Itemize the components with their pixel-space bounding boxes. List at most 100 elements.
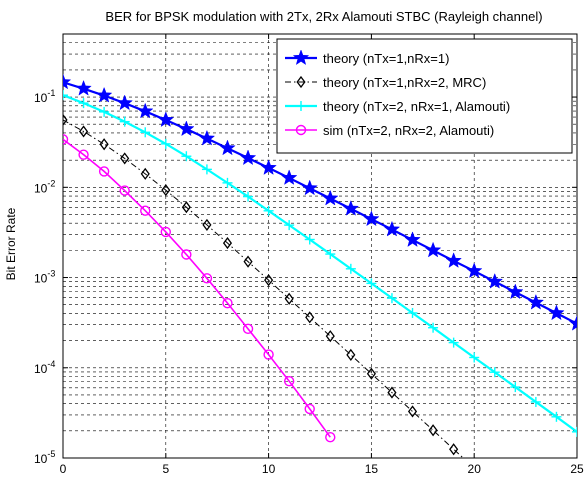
series-1-point <box>136 102 154 119</box>
legend-entry: theory (nTx=1,nRx=2, MRC) <box>285 75 486 90</box>
series-1-point <box>465 262 483 279</box>
y-axis-label: Bit Error Rate <box>4 207 18 280</box>
series-1-point <box>568 314 577 331</box>
series-2-point <box>305 311 315 324</box>
series-2-point <box>140 167 150 180</box>
series-1-point <box>260 159 277 175</box>
series-2-point <box>264 274 274 287</box>
series-1-point <box>342 200 360 216</box>
series-1-point <box>280 169 298 185</box>
legend-entry: sim (nTx=2, nRx=2, Alamouti) <box>285 123 494 138</box>
series-3-point <box>63 90 68 101</box>
series-3-point <box>345 263 356 274</box>
series-2-line <box>63 119 464 458</box>
series-4-point <box>181 249 192 260</box>
series-1-point <box>95 86 113 103</box>
series-3-point <box>181 151 192 162</box>
series-4-point <box>263 349 274 360</box>
y-tick-label: 10-5 <box>34 449 55 466</box>
series-4 <box>63 134 336 443</box>
series-1-point <box>301 179 319 196</box>
series-1-point <box>116 94 133 111</box>
series-2-point <box>99 138 109 151</box>
series-3-point <box>284 220 295 231</box>
series-3-point <box>551 411 562 422</box>
series-4-point <box>140 205 151 216</box>
series-1-point <box>219 139 236 156</box>
y-tick-label: 10-1 <box>34 88 55 105</box>
series-1-point <box>527 293 545 310</box>
plot-area: 0 5 10 15 20 25 10-1 10-2 10-3 10-4 10-5 <box>34 33 584 476</box>
series-2-point <box>78 125 89 138</box>
y-tick-label: 10-2 <box>34 178 55 195</box>
series-3-point <box>386 293 397 304</box>
series-3-point <box>572 426 577 437</box>
y-tick-label: 10-4 <box>34 359 55 376</box>
y-tick-label: 10-3 <box>34 269 55 286</box>
series-4-point <box>242 323 254 335</box>
legend-marker <box>295 124 307 136</box>
legend-label: sim (nTx=2, nRx=2, Alamouti) <box>323 123 494 138</box>
series-3-point <box>160 138 171 149</box>
legend-entry: theory (nTx=1,nRx=1) <box>285 49 449 66</box>
series-3-point <box>222 177 233 188</box>
series-4-point <box>304 403 315 415</box>
series-3-point <box>325 249 336 260</box>
x-tick-label: 0 <box>60 462 67 474</box>
series-2-point <box>387 386 397 399</box>
series-1 <box>63 73 577 331</box>
series-2-point <box>181 201 191 214</box>
legend-marker <box>296 75 306 89</box>
series-2-point <box>222 236 233 250</box>
series-2-point <box>243 255 253 268</box>
series-3-point <box>407 307 418 318</box>
series-1-point <box>178 120 195 137</box>
series-3-point <box>530 396 541 407</box>
series-4-point <box>283 375 295 387</box>
series-4-point <box>160 226 172 238</box>
x-tick-label: 5 <box>162 462 169 474</box>
series-1-point <box>424 241 442 258</box>
x-tick-label: 20 <box>468 462 482 474</box>
series-3-point <box>469 352 480 363</box>
series-1-point <box>157 111 175 128</box>
series-2-point <box>120 152 130 165</box>
series-2 <box>63 113 464 458</box>
series-2-point <box>284 292 294 305</box>
series-4-point <box>98 166 110 177</box>
series-4-point <box>119 185 130 196</box>
series-2-point <box>346 348 356 361</box>
series-2-point <box>407 405 418 418</box>
legend-box <box>276 38 573 154</box>
series-1-point <box>486 272 504 289</box>
series-3-point <box>366 278 377 289</box>
series-1-point <box>363 210 380 227</box>
series-2-point <box>428 424 438 437</box>
series-1-point <box>445 252 462 268</box>
series-3-point <box>510 382 521 393</box>
legend-entry: theory (nTx=2, nRx=1, Alamouti) <box>285 99 510 114</box>
series-4-point <box>78 149 89 160</box>
series-2-point <box>161 184 171 197</box>
series-3-point <box>489 367 500 378</box>
series-1-point <box>239 149 257 166</box>
series-3-point <box>99 106 110 117</box>
series-4-point <box>201 273 213 284</box>
series-3 <box>63 90 577 437</box>
series-3-point <box>140 127 151 138</box>
series-1-point <box>507 283 524 300</box>
legend-marker <box>292 49 310 66</box>
series-1-point <box>404 231 421 247</box>
legend-label: theory (nTx=1,nRx=1) <box>323 51 449 66</box>
legend-label: theory (nTx=1,nRx=2, MRC) <box>323 75 486 90</box>
series-3-line <box>63 94 577 433</box>
series-2-point <box>366 367 376 380</box>
chart-title: BER for BPSK modulation with 2Tx, 2Rx Al… <box>105 9 542 24</box>
x-tick-label: 10 <box>262 462 276 474</box>
series-2-point <box>449 443 459 456</box>
series-layer <box>63 73 577 458</box>
legend-marker <box>296 101 306 111</box>
series-4-point <box>63 134 69 145</box>
